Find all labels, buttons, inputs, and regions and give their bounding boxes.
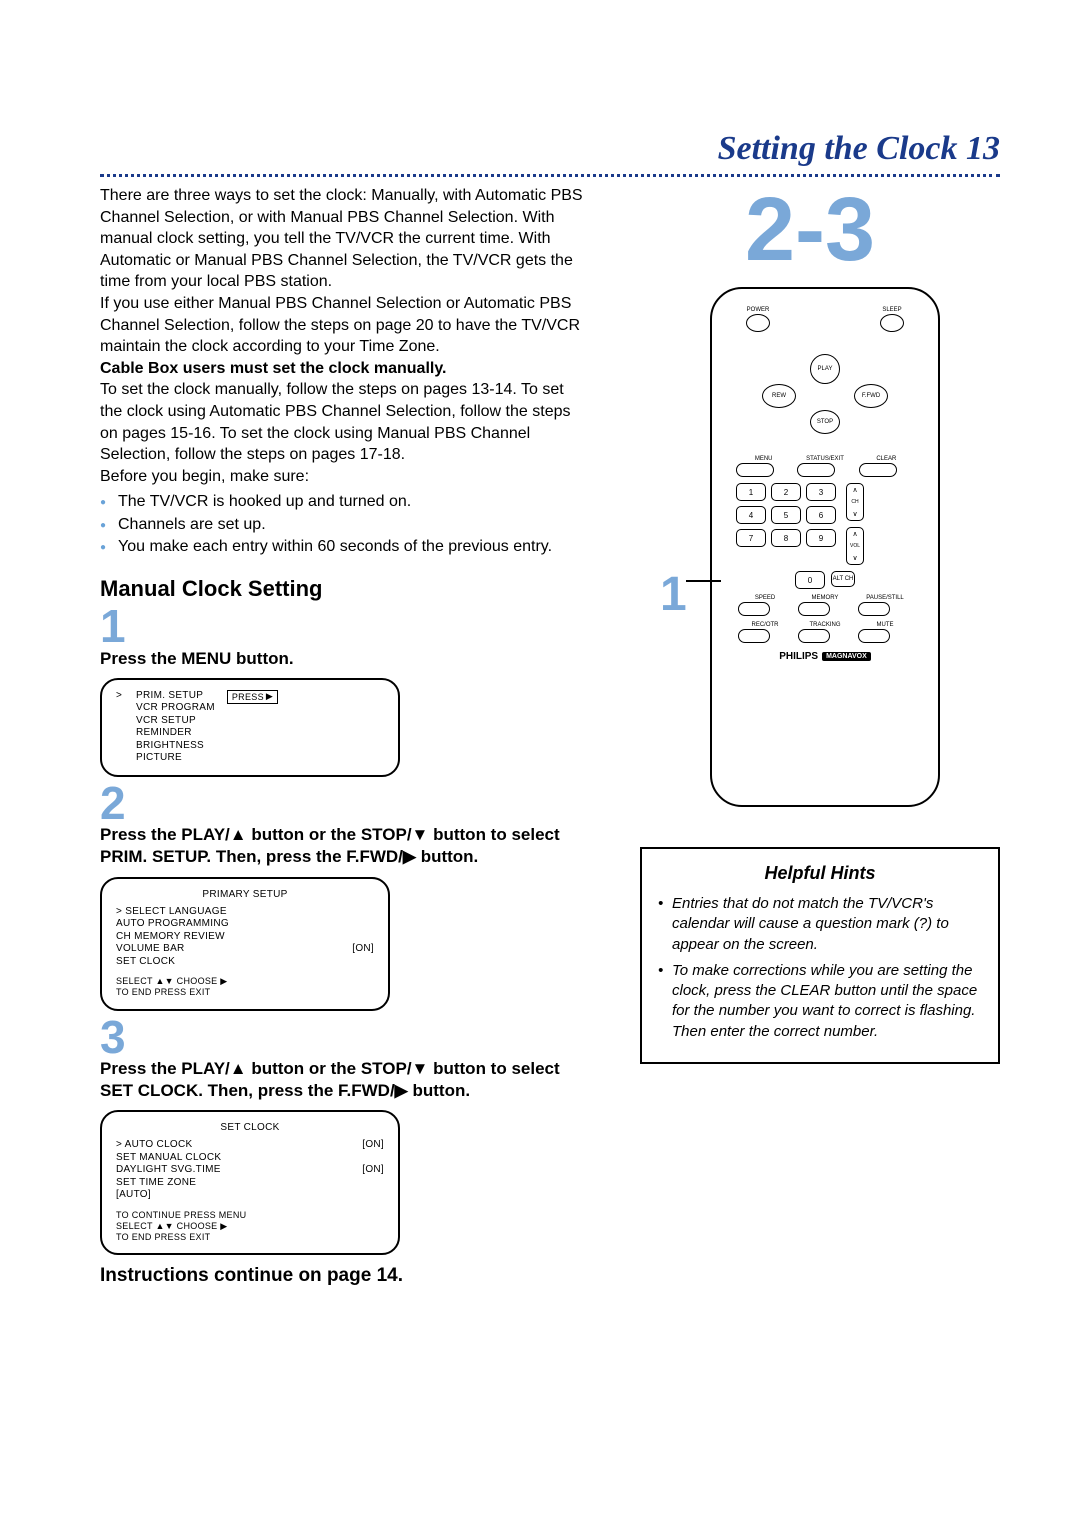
remote-wrap: 1 POWER SLEEP PLAY REW F.FWD STOP MENU S… bbox=[680, 287, 940, 807]
left-column: There are three ways to set the clock: M… bbox=[100, 185, 590, 1287]
stop-button[interactable]: STOP bbox=[810, 410, 840, 434]
number-pad: 1 2 3 4 5 6 7 8 9 bbox=[736, 483, 836, 565]
num-5[interactable]: 5 bbox=[771, 506, 801, 524]
brand-philips: PHILIPS bbox=[779, 651, 818, 662]
hint-item: To make corrections while you are settin… bbox=[658, 961, 982, 1042]
intro-p3: To set the clock manually, follow the st… bbox=[100, 381, 570, 463]
remote-control: POWER SLEEP PLAY REW F.FWD STOP MENU STA… bbox=[710, 287, 940, 807]
transport-cluster: PLAY REW F.FWD STOP bbox=[760, 354, 890, 444]
tracking-button[interactable] bbox=[798, 629, 830, 643]
screen-2-title: PRIMARY SETUP bbox=[116, 889, 374, 900]
num-6[interactable]: 6 bbox=[806, 506, 836, 524]
rew-button[interactable]: REW bbox=[762, 384, 796, 408]
tracking-label: TRACKING bbox=[798, 622, 852, 628]
step-3-text: Press the PLAY/▲ button or the STOP/▼ bu… bbox=[100, 1058, 590, 1102]
press-badge: PRESS▶ bbox=[227, 690, 278, 704]
screen-3-title: SET CLOCK bbox=[116, 1122, 384, 1133]
big-step-2-3: 2-3 bbox=[620, 185, 1000, 275]
num-3[interactable]: 3 bbox=[806, 483, 836, 501]
bullet-item: Channels are set up. bbox=[100, 514, 590, 536]
num-0[interactable]: 0 bbox=[795, 571, 825, 589]
continue-text: Instructions continue on page 14. bbox=[100, 1265, 590, 1287]
num-8[interactable]: 8 bbox=[771, 529, 801, 547]
screen-2-items: > SELECT LANGUAGE AUTO PROGRAMMING CH ME… bbox=[116, 906, 374, 969]
screen-3-foot1: SELECT ▲▼ CHOOSE ▶ bbox=[116, 1221, 384, 1232]
mute-label: MUTE bbox=[858, 622, 912, 628]
clear-label: CLEAR bbox=[859, 456, 914, 462]
intro-text: There are three ways to set the clock: M… bbox=[100, 185, 590, 487]
mute-button[interactable] bbox=[858, 629, 890, 643]
intro-bold: Cable Box users must set the clock manua… bbox=[100, 360, 447, 377]
callout-1: 1 bbox=[660, 567, 687, 622]
power-button[interactable] bbox=[746, 314, 770, 332]
hints-title: Helpful Hints bbox=[658, 863, 982, 884]
rec-otr-button[interactable] bbox=[738, 629, 770, 643]
screen-3-items: > AUTO CLOCK[ON] SET MANUAL CLOCK DAYLIG… bbox=[116, 1139, 384, 1202]
status-label: STATUS/EXIT bbox=[797, 456, 852, 462]
intro-p2: If you use either Manual PBS Channel Sel… bbox=[100, 295, 580, 355]
hint-item: Entries that do not match the TV/VCR's c… bbox=[658, 894, 982, 955]
channel-rocker[interactable]: ∧CH∨ bbox=[846, 483, 864, 521]
volume-rocker[interactable]: ∧VOL∨ bbox=[846, 527, 864, 565]
brand-magnavox: MAGNAVOX bbox=[822, 652, 871, 661]
bullet-item: The TV/VCR is hooked up and turned on. bbox=[100, 491, 590, 513]
alt-ch-button[interactable]: ALT CH bbox=[831, 571, 855, 587]
num-1[interactable]: 1 bbox=[736, 483, 766, 501]
num-4[interactable]: 4 bbox=[736, 506, 766, 524]
num-9[interactable]: 9 bbox=[806, 529, 836, 547]
step-1-text: Press the MENU button. bbox=[100, 648, 590, 670]
screen-1: > PRIM. SETUP VCR PROGRAM VCR SETUP REMI… bbox=[100, 678, 400, 777]
sleep-label: SLEEP bbox=[880, 307, 904, 313]
hints-list: Entries that do not match the TV/VCR's c… bbox=[658, 894, 982, 1042]
num-2[interactable]: 2 bbox=[771, 483, 801, 501]
speed-button[interactable] bbox=[738, 602, 770, 616]
power-label: POWER bbox=[746, 307, 770, 313]
step-2-text: Press the PLAY/▲ button or the STOP/▼ bu… bbox=[100, 824, 590, 868]
step-number-2: 2 bbox=[100, 783, 590, 824]
screen-2-foot2: TO END PRESS EXIT bbox=[116, 987, 374, 998]
screen-3-foot2: TO END PRESS EXIT bbox=[116, 1232, 384, 1243]
dotted-divider bbox=[100, 174, 1000, 177]
main-layout: There are three ways to set the clock: M… bbox=[100, 185, 1000, 1287]
screen-3: SET CLOCK > AUTO CLOCK[ON] SET MANUAL CL… bbox=[100, 1110, 400, 1255]
manual-clock-heading: Manual Clock Setting bbox=[100, 576, 590, 602]
sleep-button[interactable] bbox=[880, 314, 904, 332]
bullet-item: You make each entry within 60 seconds of… bbox=[100, 536, 590, 558]
intro-p4: Before you begin, make sure: bbox=[100, 468, 309, 485]
screen-1-items: PRIM. SETUP VCR PROGRAM VCR SETUP REMIND… bbox=[136, 690, 215, 765]
speed-label: SPEED bbox=[738, 595, 792, 601]
step-number-1: 1 bbox=[100, 606, 590, 647]
screen-2-foot1: SELECT ▲▼ CHOOSE ▶ bbox=[116, 976, 374, 987]
num-7[interactable]: 7 bbox=[736, 529, 766, 547]
pause-label: PAUSE/STILL bbox=[858, 595, 912, 601]
intro-p1: There are three ways to set the clock: M… bbox=[100, 187, 583, 290]
screen-3-foot0: TO CONTINUE PRESS MENU bbox=[116, 1210, 384, 1221]
rec-label: REC/OTR bbox=[738, 622, 792, 628]
menu-label: MENU bbox=[736, 456, 791, 462]
memory-button[interactable] bbox=[798, 602, 830, 616]
ffwd-button[interactable]: F.FWD bbox=[854, 384, 888, 408]
step-number-3: 3 bbox=[100, 1017, 590, 1058]
bullet-list: The TV/VCR is hooked up and turned on. C… bbox=[100, 491, 590, 558]
memory-label: MEMORY bbox=[798, 595, 852, 601]
helpful-hints-box: Helpful Hints Entries that do not match … bbox=[640, 847, 1000, 1064]
screen-2: PRIMARY SETUP > SELECT LANGUAGE AUTO PRO… bbox=[100, 877, 390, 1011]
menu-button[interactable] bbox=[736, 463, 774, 477]
play-button[interactable]: PLAY bbox=[810, 354, 840, 384]
right-column: 2-3 1 POWER SLEEP PLAY REW F.FWD STOP ME… bbox=[620, 185, 1000, 1287]
page-title: Setting the Clock 13 bbox=[100, 130, 1000, 168]
status-exit-button[interactable] bbox=[797, 463, 835, 477]
remote-branding: PHILIPS MAGNAVOX bbox=[728, 651, 922, 662]
clear-button[interactable] bbox=[859, 463, 897, 477]
pause-button[interactable] bbox=[858, 602, 890, 616]
